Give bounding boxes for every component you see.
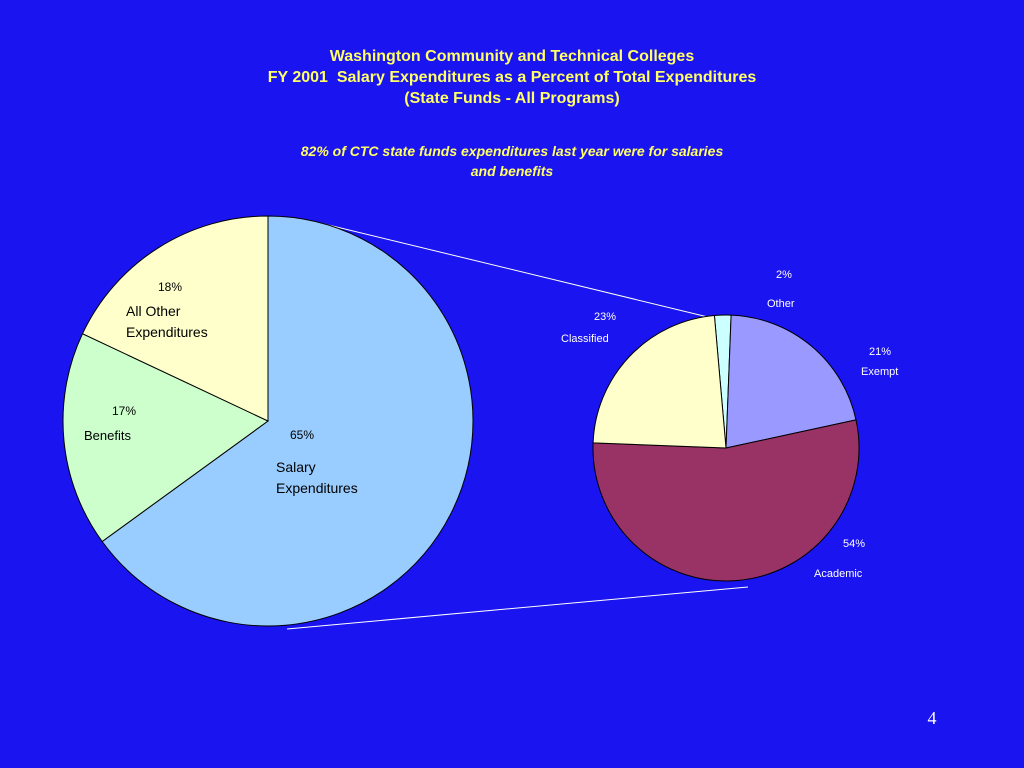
data-label-other: Other [767, 298, 795, 310]
data-label-benefits-percent: 17% [112, 404, 136, 418]
data-label-salary-expenditures-percent: 65% [290, 428, 314, 442]
data-label-salary-expenditures-line-1: Salary [276, 459, 316, 475]
title-line-3: (State Funds - All Programs) [404, 90, 620, 107]
data-label-other-percent: 2% [776, 269, 792, 281]
pie-slice-exempt [725, 314, 857, 449]
title-line-1: Washington Community and Technical Colle… [329, 48, 695, 65]
data-label-all-other-expenditures-percent: 18% [158, 280, 182, 294]
data-label-all-other-expenditures-line-1: All Other [126, 303, 181, 319]
pie-chart-total-expenditures [62, 215, 474, 627]
data-label-academic: Academic [814, 568, 863, 580]
pie-chart-salary-breakdown [592, 314, 860, 582]
data-label-benefits: Benefits [84, 428, 131, 443]
explode-connector-lines [286, 220, 749, 630]
pie-labels: 65% Salary Expenditures 17% Benefits 18% All O… [84, 269, 898, 580]
data-label-salary-expenditures-line-2: Expenditures [276, 480, 358, 496]
data-label-exempt: Exempt [861, 366, 898, 378]
pie-slice-benefits [62, 333, 269, 543]
page-number: 4 [927, 708, 937, 728]
connector-line-bottom [286, 586, 749, 630]
data-label-exempt-percent: 21% [869, 346, 891, 358]
pie-slice-academic [592, 419, 860, 582]
subtitle-line-1: 82% of CTC state funds expenditures last… [300, 143, 724, 159]
data-label-classified-percent: 23% [594, 311, 616, 323]
data-label-all-other-expenditures-line-2: Expenditures [126, 324, 208, 340]
connector-line-top [311, 220, 713, 319]
pie-slice-all-other-expenditures [81, 215, 269, 422]
pie-slice-salary-expenditures [101, 215, 474, 627]
data-label-classified: Classified [561, 333, 609, 345]
data-label-academic-percent: 54% [843, 538, 865, 550]
chart-title: Washington Community and Technical Colle… [0, 46, 1024, 109]
title-line-2: FY 2001 Salary Expenditures as a Percent… [267, 69, 757, 86]
pie-slice-classified [592, 314, 727, 449]
chart-subtitle: 82% of CTC state funds expenditures last… [0, 141, 1024, 181]
subtitle-line-2: and benefits [470, 163, 554, 179]
